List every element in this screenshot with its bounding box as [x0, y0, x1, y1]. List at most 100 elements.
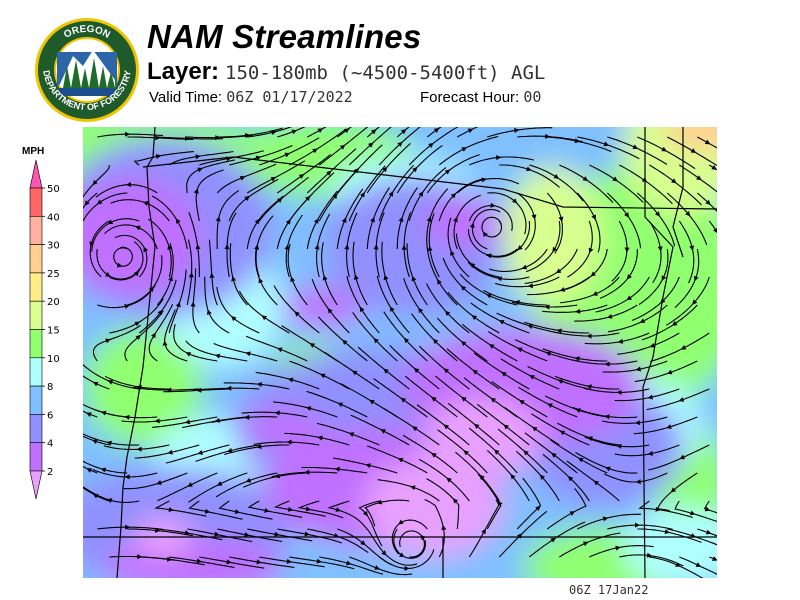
flow-arrow [624, 247, 630, 253]
flow-arrow [705, 529, 712, 535]
streamline [554, 375, 620, 390]
flow-arrow [641, 177, 648, 183]
streamline [524, 432, 578, 474]
flow-arrow [383, 274, 389, 281]
streamline [619, 554, 684, 567]
flow-arrow [558, 216, 564, 222]
streamline [542, 348, 608, 362]
flow-arrow [410, 485, 416, 491]
flow-arrow [313, 218, 319, 224]
flow-arrow [143, 246, 149, 253]
layer-info: Layer: 150-180mb (~4500-5400ft) AGL [147, 58, 545, 86]
streamline [254, 245, 278, 306]
forecast-hour: Forecast Hour: 00 [420, 88, 541, 106]
flow-arrow [501, 371, 507, 377]
streamline [679, 164, 717, 193]
streamline [346, 212, 358, 278]
flow-arrow [86, 412, 92, 417]
streamline [273, 285, 320, 334]
streamline [426, 247, 458, 306]
streamline [378, 164, 414, 222]
streamline [92, 408, 158, 419]
flow-arrow [666, 369, 673, 375]
flow-arrow [244, 196, 250, 201]
streamline [83, 487, 110, 502]
flow-arrow [592, 291, 598, 296]
flow-arrow [552, 246, 558, 253]
streamline [396, 127, 410, 138]
flow-arrow [467, 128, 474, 134]
flow-arrow [526, 166, 532, 172]
streamline [529, 164, 584, 202]
streamline [631, 276, 680, 322]
streamline [134, 444, 200, 459]
streamline [157, 136, 224, 140]
flow-arrow [124, 414, 130, 420]
streamline [634, 360, 698, 383]
flow-arrow [244, 133, 251, 138]
streamline [113, 246, 133, 267]
flow-arrow [167, 244, 173, 251]
flow-arrow [517, 347, 523, 353]
flow-arrow [304, 469, 310, 475]
flow-arrow [196, 558, 202, 564]
legend-tick-label: 30 [47, 241, 60, 252]
flow-arrow [388, 191, 394, 197]
svg-text:OREGON: OREGON [62, 24, 112, 41]
flow-arrow [107, 380, 114, 385]
flow-arrow [214, 531, 220, 537]
streamline [336, 144, 383, 194]
streamline [154, 500, 207, 517]
flow-arrow [226, 559, 232, 565]
streamline [667, 528, 717, 546]
streamline [487, 127, 553, 138]
streamline [83, 486, 140, 503]
flow-arrow [615, 545, 621, 551]
flow-arrow [510, 474, 516, 480]
flow-arrow [400, 397, 407, 403]
flow-arrow [162, 340, 168, 346]
flow-arrow [616, 389, 622, 395]
streamline [156, 243, 174, 306]
flow-arrow [680, 345, 687, 350]
flow-arrow [626, 295, 632, 301]
flow-arrow [277, 347, 283, 353]
flow-arrow [244, 532, 250, 537]
streamline [393, 528, 427, 559]
flow-arrow [92, 439, 98, 445]
streamline [481, 216, 503, 238]
streamline [399, 530, 425, 558]
flow-arrow [154, 418, 160, 424]
streamline [468, 499, 500, 558]
streamline [383, 311, 428, 362]
flow-arrow [654, 211, 660, 217]
flow-arrow [359, 306, 365, 313]
flow-arrow [551, 452, 557, 458]
forecast-hour-value: 00 [523, 88, 542, 106]
streamline [357, 346, 410, 390]
streamline [560, 248, 608, 292]
streamline [638, 248, 669, 305]
flow-arrow [671, 178, 677, 184]
streamline [195, 169, 224, 222]
flow-arrow [711, 165, 717, 170]
streamline [462, 323, 518, 362]
flow-arrow [239, 175, 246, 181]
state-border-or-id [642, 127, 674, 578]
streamline [656, 472, 698, 512]
flow-arrow [588, 247, 594, 254]
flow-arrow [472, 369, 478, 375]
flow-arrow [185, 352, 192, 357]
streamline [589, 164, 644, 203]
streamline [348, 165, 386, 222]
flow-arrow [399, 552, 405, 557]
flow-arrow [195, 154, 201, 160]
streamline [224, 444, 290, 456]
streamline [152, 416, 218, 428]
flow-arrow [226, 156, 232, 162]
flow-arrow [559, 430, 566, 436]
flow-arrow [369, 399, 375, 405]
flow-arrow [445, 310, 451, 316]
flow-arrow [498, 320, 505, 325]
flow-arrow [360, 192, 365, 198]
